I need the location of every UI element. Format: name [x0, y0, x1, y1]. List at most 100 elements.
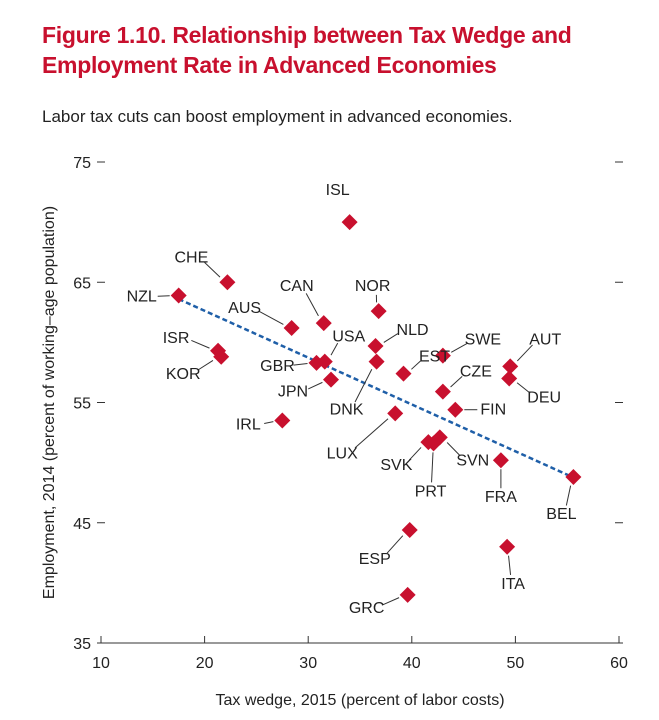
- leader-line: [431, 452, 434, 483]
- point-label-isr: ISR: [163, 330, 190, 347]
- data-point-esp: [401, 521, 418, 538]
- x-axis-title: Tax wedge, 2015 (percent of labor costs): [215, 692, 504, 709]
- data-markers: [170, 214, 582, 603]
- leader-line: [386, 535, 404, 554]
- leader-line: [411, 360, 421, 370]
- point-label-che: CHE: [175, 249, 209, 266]
- x-tick-label: 40: [403, 655, 421, 672]
- point-label-nor: NOR: [355, 278, 391, 295]
- data-point-aus: [283, 319, 300, 336]
- data-point-prt: [425, 435, 442, 452]
- point-label-aut: AUT: [529, 331, 561, 348]
- data-point-irl: [274, 412, 291, 429]
- leader-line: [305, 293, 319, 317]
- data-point-can: [315, 315, 332, 332]
- data-point-deu: [501, 370, 518, 387]
- data-point-grc: [399, 586, 416, 603]
- point-label-can: CAN: [280, 278, 314, 295]
- x-tick-label: 60: [610, 655, 628, 672]
- point-label-ita: ITA: [501, 576, 525, 593]
- point-label-nzl: NZL: [127, 288, 157, 305]
- data-point-isl: [341, 214, 358, 231]
- point-labels: ISL CHE NZL NOR CAN AUS USA GBR JPN NLD DNK EST SWE C…: [127, 182, 577, 617]
- y-tick-label: 35: [73, 636, 91, 653]
- data-point-lux: [387, 405, 404, 422]
- data-point-jpn: [322, 371, 339, 388]
- leader-line: [450, 375, 463, 388]
- x-tick-label: 20: [196, 655, 214, 672]
- point-label-kor: KOR: [166, 366, 201, 383]
- leader-line: [565, 485, 572, 506]
- leader-line: [157, 295, 170, 297]
- leader-line: [446, 442, 461, 456]
- leader-line: [409, 447, 422, 461]
- point-label-nld: NLD: [397, 322, 429, 339]
- data-point-fin: [447, 401, 464, 418]
- y-axis-title: Employment, 2014 (percent of working–age…: [41, 206, 58, 599]
- leader-line: [508, 555, 512, 575]
- leader-line: [259, 311, 284, 325]
- leader-line: [308, 381, 323, 390]
- point-label-gbr: GBR: [260, 358, 295, 375]
- figure-title: Figure 1.10. Relationship between Tax We…: [42, 20, 642, 80]
- chart-axes: 10 20 30 40 50 60 35 45 55 65 75: [73, 155, 628, 672]
- data-point-fra: [492, 452, 509, 469]
- leader-line: [516, 382, 531, 394]
- leader-lines: [157, 262, 572, 606]
- point-label-dnk: DNK: [330, 402, 364, 419]
- point-label-aus: AUS: [228, 300, 261, 317]
- leader-line: [354, 369, 373, 403]
- y-tick-label: 55: [73, 396, 91, 413]
- point-label-usa: USA: [332, 329, 365, 346]
- data-point-nor: [370, 303, 387, 320]
- data-point-bel: [565, 469, 582, 486]
- point-label-jpn: JPN: [278, 384, 308, 401]
- leader-line: [204, 262, 221, 278]
- data-point-nzl: [170, 287, 187, 304]
- trend-line-group: [178, 297, 573, 479]
- leader-line: [330, 342, 339, 356]
- point-label-fra: FRA: [485, 489, 517, 506]
- data-point-nld: [367, 337, 384, 354]
- x-tick-label: 50: [507, 655, 525, 672]
- data-point-che: [219, 274, 236, 291]
- point-label-est: EST: [419, 349, 450, 366]
- leader-line: [516, 344, 533, 362]
- point-label-lux: LUX: [327, 445, 358, 462]
- point-label-grc: GRC: [349, 600, 385, 617]
- point-label-cze: CZE: [460, 364, 492, 381]
- leader-line: [191, 339, 210, 349]
- point-label-fin: FIN: [480, 402, 506, 419]
- point-label-svn: SVN: [456, 452, 489, 469]
- leader-line: [293, 363, 308, 366]
- data-point-swe: [434, 347, 451, 364]
- data-point-est: [395, 365, 412, 382]
- data-point-ita: [499, 538, 516, 555]
- data-point-kor: [213, 348, 230, 365]
- point-label-deu: DEU: [527, 389, 561, 406]
- point-label-bel: BEL: [546, 506, 576, 523]
- figure-subtitle: Labor tax cuts can boost employment in a…: [42, 107, 513, 126]
- leader-line: [450, 342, 469, 353]
- figure-title-line-2: Employment Rate in Advanced Economies: [42, 52, 497, 78]
- data-point-gbr: [308, 354, 325, 371]
- leader-line: [383, 333, 399, 343]
- point-label-swe: SWE: [465, 332, 501, 349]
- leader-line: [381, 597, 400, 606]
- leader-line: [354, 418, 389, 449]
- point-label-isl: ISL: [326, 182, 350, 199]
- data-point-dnk: [368, 353, 385, 370]
- point-label-esp: ESP: [359, 551, 391, 568]
- data-point-aut: [502, 358, 519, 375]
- point-label-irl: IRL: [236, 417, 261, 434]
- point-label-prt: PRT: [415, 483, 447, 500]
- x-tick-label: 10: [92, 655, 110, 672]
- y-tick-label: 65: [73, 275, 91, 292]
- point-label-svk: SVK: [380, 457, 412, 474]
- x-tick-label: 30: [299, 655, 317, 672]
- leader-line: [197, 360, 214, 371]
- data-point-cze: [434, 383, 451, 400]
- y-tick-label: 45: [73, 516, 91, 533]
- trend-line: [178, 297, 573, 479]
